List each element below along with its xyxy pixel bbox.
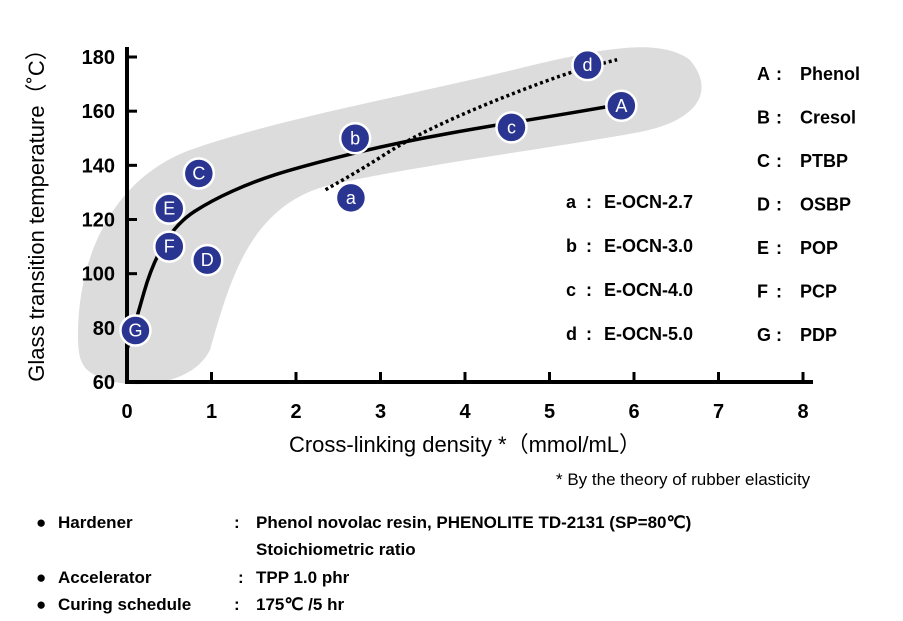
condition-separator: : bbox=[234, 595, 240, 614]
shaded-band bbox=[78, 47, 702, 385]
marker-label-D: D bbox=[201, 250, 214, 270]
trend-line-solid bbox=[125, 104, 614, 351]
legend-key-a: a bbox=[566, 192, 577, 212]
legend-separator: : bbox=[776, 195, 782, 215]
y-tick-label: 60 bbox=[93, 372, 115, 394]
x-tick-label: 8 bbox=[797, 401, 808, 423]
y-tick-label: 160 bbox=[82, 101, 115, 123]
y-axis-title: Glass transition temperature（˚C） bbox=[24, 38, 49, 382]
legend-separator: : bbox=[776, 282, 782, 302]
marker-G bbox=[119, 314, 152, 347]
marker-label-a: a bbox=[346, 188, 357, 208]
legend-key-B: B bbox=[757, 108, 770, 128]
legend-name-b: E-OCN-3.0 bbox=[604, 236, 693, 256]
x-tick-label: 3 bbox=[375, 401, 386, 423]
x-tick-label: 6 bbox=[628, 401, 639, 423]
condition-separator: : bbox=[234, 513, 240, 532]
marker-label-c: c bbox=[507, 117, 516, 137]
condition-value-hardener: Phenol novolac resin, PHENOLITE TD-2131 … bbox=[256, 513, 692, 532]
marker-c bbox=[495, 111, 528, 144]
legend-key-c: c bbox=[566, 280, 576, 300]
footnote: * By the theory of rubber elasticity bbox=[556, 470, 811, 489]
legend-key-b: b bbox=[566, 236, 577, 256]
trend-line-dotted bbox=[324, 58, 618, 192]
condition-value-accelerator: TPP 1.0 phr bbox=[256, 568, 350, 587]
legend-name-F: PCP bbox=[800, 282, 837, 302]
legend-key-E: E bbox=[757, 238, 769, 258]
legend-key-D: D bbox=[757, 195, 770, 215]
marker-E bbox=[153, 192, 186, 225]
condition-bullet: ● bbox=[36, 595, 47, 614]
y-tick-label: 180 bbox=[82, 47, 115, 69]
legend-name-B: Cresol bbox=[800, 108, 856, 128]
marker-C bbox=[182, 157, 216, 190]
marker-label-d: d bbox=[583, 55, 593, 75]
legend-name-E: POP bbox=[800, 238, 838, 258]
condition-bullet: ● bbox=[36, 513, 47, 532]
condition-separator: : bbox=[238, 568, 244, 587]
condition-value-curing: 175℃ /5 hr bbox=[256, 595, 345, 614]
legend-name-c: E-OCN-4.0 bbox=[604, 280, 693, 300]
y-tick-label: 100 bbox=[82, 264, 115, 286]
condition-value-hardener-ratio: Stoichiometric ratio bbox=[256, 540, 416, 559]
marker-a bbox=[334, 181, 368, 215]
condition-label-hardener: Hardener bbox=[58, 513, 133, 532]
marker-d bbox=[571, 48, 604, 82]
y-tick-label: 120 bbox=[82, 210, 115, 232]
legend-key-C: C bbox=[757, 151, 770, 171]
legend-key-A: A bbox=[757, 64, 770, 84]
marker-label-F: F bbox=[164, 237, 175, 257]
marker-A bbox=[605, 89, 638, 122]
legend-separator: : bbox=[776, 64, 782, 84]
marker-b bbox=[338, 122, 372, 155]
legend-separator: : bbox=[776, 325, 782, 345]
legend-separator: : bbox=[776, 108, 782, 128]
x-tick-label: 2 bbox=[290, 401, 301, 423]
legend-separator: : bbox=[586, 236, 592, 256]
marker-D bbox=[191, 243, 224, 277]
marker-label-b: b bbox=[350, 128, 360, 148]
y-tick-label: 80 bbox=[93, 318, 115, 340]
x-tick-label: 4 bbox=[459, 401, 471, 423]
x-tick-label: 0 bbox=[121, 401, 132, 423]
condition-bullet: ● bbox=[36, 568, 47, 587]
condition-label-curing-schedule: Curing schedule bbox=[58, 595, 192, 614]
legend-separator: : bbox=[586, 192, 592, 212]
y-tick-label: 140 bbox=[82, 155, 115, 177]
legend-separator: : bbox=[776, 151, 782, 171]
marker-label-C: C bbox=[192, 163, 205, 183]
legend-name-A: Phenol bbox=[800, 64, 860, 84]
x-tick-label: 1 bbox=[206, 401, 217, 423]
legend-separator: : bbox=[586, 280, 592, 300]
x-tick-label: 5 bbox=[544, 401, 555, 423]
legend-key-d: d bbox=[566, 324, 577, 344]
legend-key-G: G bbox=[757, 325, 771, 345]
legend-separator: : bbox=[776, 238, 782, 258]
legend-separator: : bbox=[586, 324, 592, 344]
tg-vs-crosslink-chart: 0 1 2 3 4 5 6 7 8 60 80 100 120 140 160 180 Cross-linkin… bbox=[24, 38, 860, 457]
marker-label-E: E bbox=[163, 199, 175, 219]
legend-name-a: E-OCN-2.7 bbox=[604, 192, 693, 212]
legend-name-d: E-OCN-5.0 bbox=[604, 324, 693, 344]
legend-key-F: F bbox=[757, 282, 768, 302]
marker-F bbox=[153, 230, 186, 263]
condition-label-accelerator: Accelerator bbox=[58, 568, 152, 587]
legend-name-C: PTBP bbox=[800, 151, 848, 171]
legend-name-G: PDP bbox=[800, 325, 837, 345]
marker-label-A: A bbox=[615, 96, 627, 116]
x-axis-title: Cross-linking density *（mmol/mL） bbox=[289, 432, 641, 457]
marker-label-G: G bbox=[128, 321, 142, 341]
legend-name-D: OSBP bbox=[800, 195, 851, 215]
x-tick-label: 7 bbox=[713, 401, 724, 423]
